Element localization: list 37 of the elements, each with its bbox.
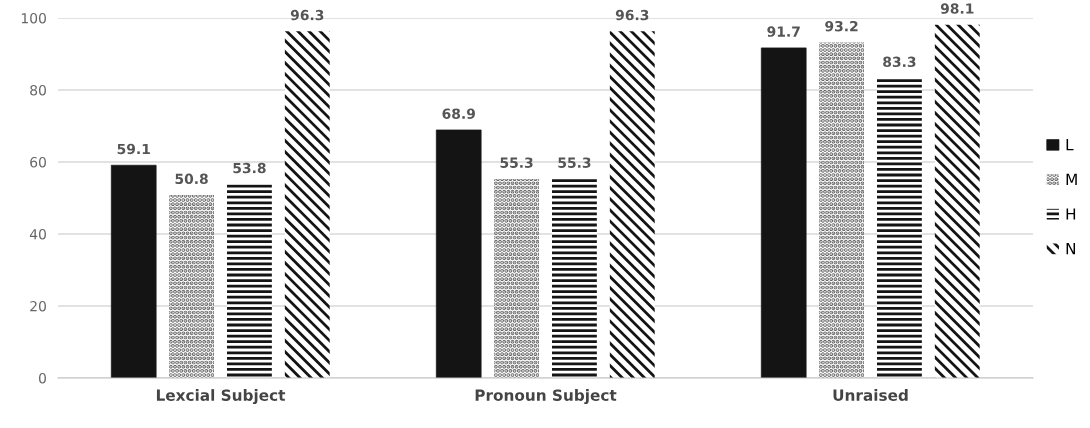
data-label: 50.8 bbox=[175, 173, 208, 185]
y-tick-label: 60 bbox=[30, 156, 46, 168]
bar bbox=[760, 47, 807, 378]
x-tick-label: Pronoun Subject bbox=[475, 389, 617, 405]
data-label: 59.1 bbox=[117, 143, 150, 155]
data-label: 98.1 bbox=[940, 3, 974, 14]
bar bbox=[877, 78, 922, 378]
legend-label: H bbox=[1066, 208, 1076, 220]
bar bbox=[227, 184, 272, 378]
x-tick-label: Unraised bbox=[833, 389, 908, 401]
bar bbox=[435, 129, 482, 378]
data-label: 53.8 bbox=[233, 162, 266, 174]
bar bbox=[609, 31, 655, 378]
bar bbox=[819, 42, 864, 378]
data-label: 83.3 bbox=[883, 56, 916, 68]
legend-label: N bbox=[1066, 243, 1076, 255]
data-label: 91.7 bbox=[767, 26, 800, 37]
data-label: 55.3 bbox=[500, 157, 533, 168]
data-label: 93.2 bbox=[825, 20, 858, 32]
y-tick-label: 100 bbox=[21, 12, 46, 24]
bar bbox=[552, 178, 597, 378]
bar bbox=[284, 31, 330, 378]
legend-label: L bbox=[1066, 139, 1074, 151]
data-label: 96.3 bbox=[615, 9, 649, 21]
data-label: 68.9 bbox=[442, 108, 475, 119]
legend-label: M bbox=[1066, 173, 1077, 185]
bar bbox=[169, 195, 214, 378]
y-tick-label: 40 bbox=[29, 228, 46, 240]
y-tick-label: 0 bbox=[38, 372, 46, 384]
data-label: 96.3 bbox=[290, 9, 324, 21]
y-tick-label: 20 bbox=[30, 300, 46, 312]
bar bbox=[934, 24, 980, 378]
y-tick-label: 80 bbox=[30, 84, 46, 96]
bar bbox=[110, 164, 157, 378]
x-tick-label: Lexcial Subject bbox=[156, 389, 286, 405]
bar bbox=[494, 178, 539, 378]
data-label: 55.3 bbox=[558, 157, 591, 168]
